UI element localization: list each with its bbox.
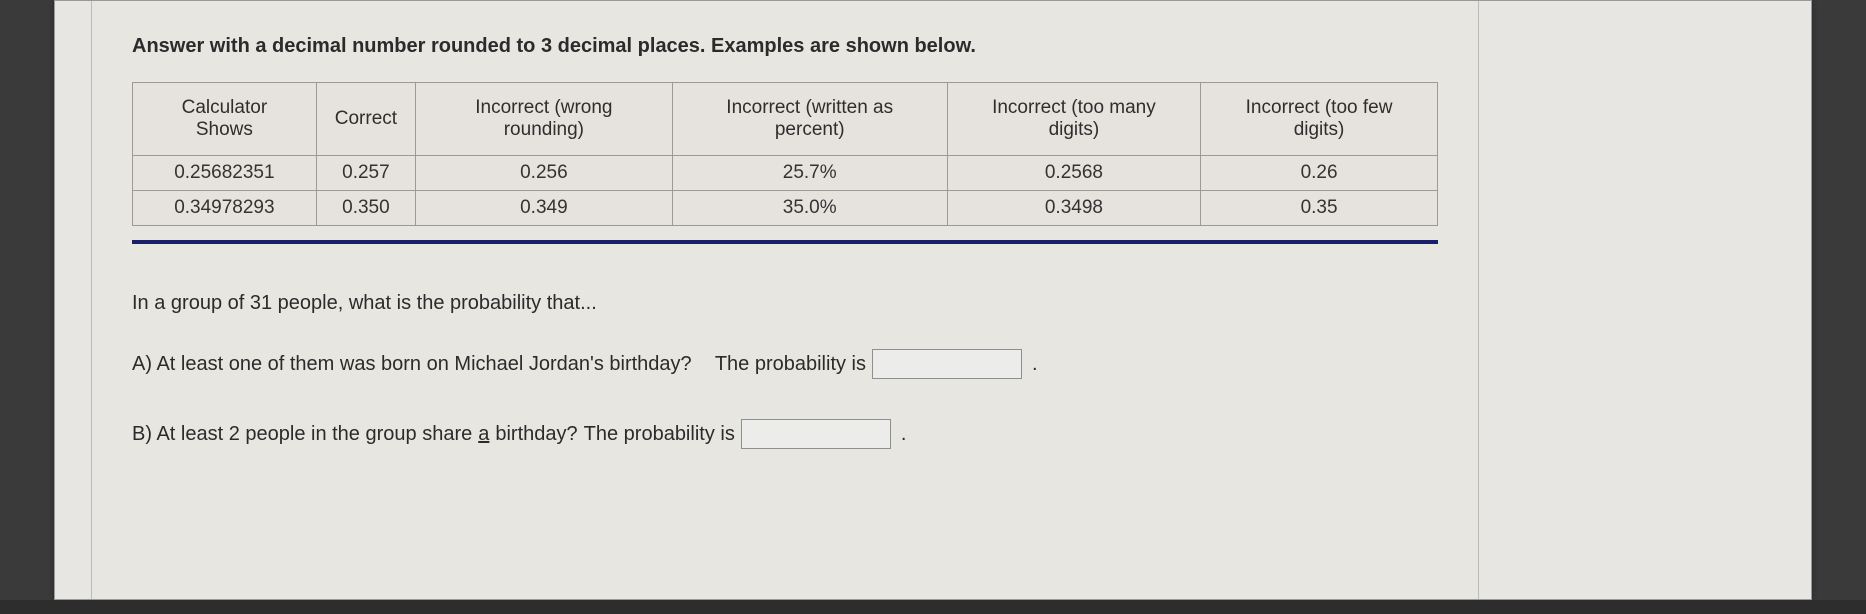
bottom-bar xyxy=(0,600,1866,614)
answer-input-b[interactable] xyxy=(741,419,891,449)
instruction-text: Answer with a decimal number rounded to … xyxy=(132,35,1438,58)
cell: 0.35 xyxy=(1201,191,1438,226)
divider-rule xyxy=(132,240,1438,244)
col-header: Incorrect (too few digits) xyxy=(1201,83,1438,156)
cell: 0.3498 xyxy=(947,191,1200,226)
page-frame: Answer with a decimal number rounded to … xyxy=(54,0,1812,600)
period: . xyxy=(1032,353,1038,376)
col-header: Incorrect (wrong rounding) xyxy=(416,83,673,156)
question-a: A) At least one of them was born on Mich… xyxy=(132,349,1438,379)
col-header: Incorrect (too many digits) xyxy=(947,83,1200,156)
question-a-label: A) At least one of them was born on Mich… xyxy=(132,353,692,376)
col-header: Incorrect (written as percent) xyxy=(672,83,947,156)
cell: 0.26 xyxy=(1201,156,1438,191)
question-b-prompt: The probability is xyxy=(584,423,735,446)
period: . xyxy=(901,423,907,446)
cell: 0.34978293 xyxy=(133,191,317,226)
table-header-row: Calculator Shows Correct Incorrect (wron… xyxy=(133,83,1438,156)
cell: 0.25682351 xyxy=(133,156,317,191)
cell: 35.0% xyxy=(672,191,947,226)
col-header: Calculator Shows xyxy=(133,83,317,156)
col-header: Correct xyxy=(316,83,415,156)
question-b: B) At least 2 people in the group share … xyxy=(132,419,1438,449)
table-row: 0.34978293 0.350 0.349 35.0% 0.3498 0.35 xyxy=(133,191,1438,226)
answer-input-a[interactable] xyxy=(872,349,1022,379)
cell: 0.349 xyxy=(416,191,673,226)
table-row: 0.25682351 0.257 0.256 25.7% 0.2568 0.26 xyxy=(133,156,1438,191)
cell: 0.257 xyxy=(316,156,415,191)
question-b-underline: a xyxy=(478,423,489,446)
cell: 25.7% xyxy=(672,156,947,191)
cell: 0.256 xyxy=(416,156,673,191)
question-b-label-prefix: B) At least 2 people in the group share xyxy=(132,423,472,446)
cell: 0.2568 xyxy=(947,156,1200,191)
question-a-prompt: The probability is xyxy=(715,353,866,376)
cell: 0.350 xyxy=(316,191,415,226)
question-b-label-suffix: birthday? xyxy=(495,423,577,446)
question-intro: In a group of 31 people, what is the pro… xyxy=(132,292,1438,315)
content-column: Answer with a decimal number rounded to … xyxy=(91,1,1479,599)
examples-table: Calculator Shows Correct Incorrect (wron… xyxy=(132,82,1438,226)
